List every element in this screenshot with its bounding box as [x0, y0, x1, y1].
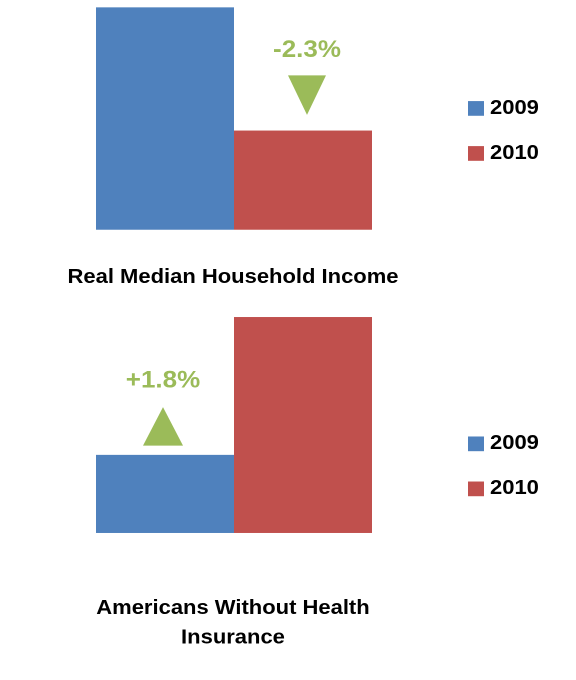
legend-label: 2009 [490, 432, 539, 454]
legend-swatch [468, 146, 484, 161]
bar [234, 317, 372, 533]
title-line: Insurance [181, 626, 285, 648]
annotation: -2.3% [273, 36, 341, 63]
legend-swatch [468, 101, 484, 116]
up-arrow [143, 407, 183, 446]
annotation: +1.8% [126, 367, 200, 394]
bar [96, 454, 234, 533]
bar [234, 130, 372, 230]
down-arrow [288, 75, 326, 115]
legend-label: 2009 [490, 97, 539, 119]
chart-title: Americans Without Health Insurance [96, 596, 369, 647]
legend-swatch [468, 481, 484, 497]
legend-swatch [468, 436, 484, 452]
chart-title: Real Median Household Income [67, 266, 398, 288]
legend-label: 2010 [490, 477, 539, 499]
legend-label: 2010 [490, 142, 539, 164]
bar [96, 7, 234, 230]
title-line: Americans Without Health [96, 596, 369, 618]
